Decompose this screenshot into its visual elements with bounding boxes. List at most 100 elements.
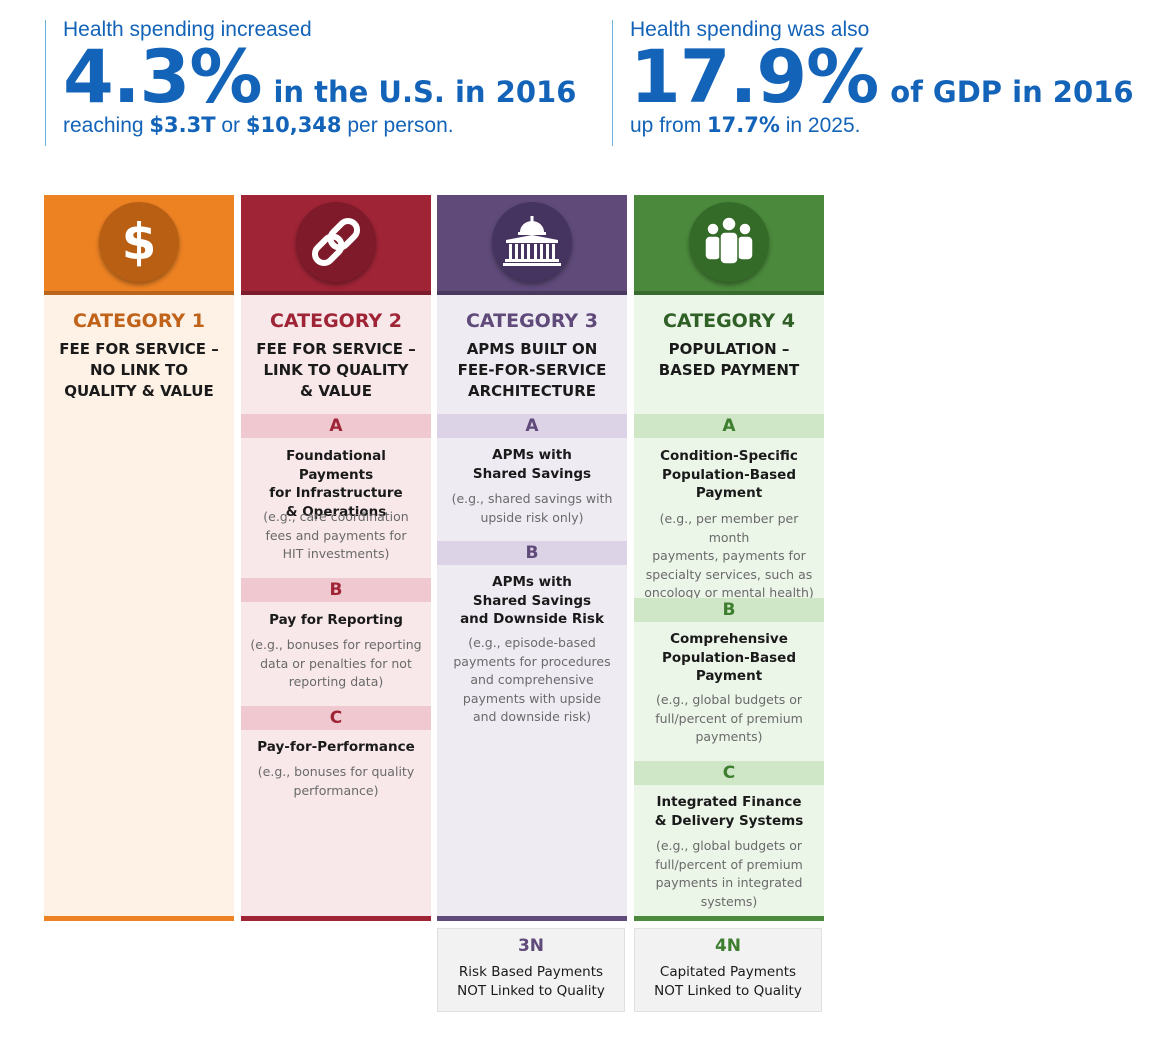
stat-headline: 4.3% in the U.S. in 2016 <box>63 39 603 117</box>
column-bottom-bar <box>634 916 824 921</box>
stat-big-number: 17.9% <box>630 35 879 120</box>
column-bottom-bar <box>44 916 234 921</box>
section-example-line: payments for procedures <box>453 653 611 669</box>
section-example: (e.g., bonuses for quality performance) <box>249 763 423 800</box>
subtitle-line: NO LINK TO <box>89 361 189 379</box>
section-title-line: Pay-for-Performance <box>257 739 415 755</box>
stat-intro: Health spending increased <box>63 18 312 41</box>
section-example-line: (e.g., bonuses for reporting <box>250 637 422 652</box>
section-example-line: reporting data) <box>288 674 384 689</box>
section-title: Comprehensive Population-Based Payment <box>642 630 816 686</box>
section-title-line: Integrated Finance <box>656 794 802 810</box>
stat-intro: Health spending was also <box>630 18 870 41</box>
section-example-line: oncology or mental health) <box>644 585 814 600</box>
chain-link-icon <box>296 202 376 282</box>
subtitle-line: QUALITY & VALUE <box>64 382 214 400</box>
section-example: (e.g., episode-based payments for proced… <box>445 634 619 727</box>
stat-detail-value-per-person: $10,348 <box>245 113 342 137</box>
section-example-line: and comprehensive <box>470 672 594 687</box>
stat-detail-prefix: up from <box>630 114 708 137</box>
section-title-line: Condition-Specific <box>660 448 798 464</box>
section-title-line: APMs with <box>492 447 572 463</box>
stat-detail-mid: or <box>215 114 246 137</box>
section-example: (e.g., global budgets or full/percent of… <box>642 691 816 747</box>
section-example-line: (e.g., global budgets or <box>655 692 803 707</box>
subtitle-line: FEE FOR SERVICE – <box>256 340 416 358</box>
section-example: (e.g., global budgets or full/percent of… <box>642 837 816 911</box>
footer-text-line: NOT Linked to Quality <box>457 982 605 999</box>
section-title-line: for Infrastructure <box>269 485 403 501</box>
svg-text:$: $ <box>122 213 157 271</box>
section-example-line: fees and payments for <box>265 527 407 543</box>
category-1-column: $ CATEGORY 1 FEE FOR SERVICE – NO LINK T… <box>44 195 234 922</box>
section-title: APMs with Shared Savings and Downside Ri… <box>445 573 619 629</box>
section-title-line: Payment <box>695 668 763 684</box>
section-example-line: specialty services, such as <box>645 566 813 582</box>
section-example-line: payments with upside <box>462 690 602 706</box>
stat-big-suffix: of GDP in 2016 <box>890 75 1134 109</box>
footer-text-line: Capitated Payments <box>659 964 797 980</box>
stat-big-number: 4.3% <box>63 35 262 120</box>
category-header <box>241 195 431 295</box>
category-body: CATEGORY 1 FEE FOR SERVICE – NO LINK TO … <box>44 295 234 916</box>
footer-text-line: Risk Based Payments <box>458 964 604 980</box>
section-title-line: Foundational Payments <box>286 448 386 483</box>
stat-detail-suffix: in 2025. <box>779 114 861 137</box>
section-example-line: (e.g., shared savings with <box>451 491 613 506</box>
stat-detail-suffix: per person. <box>341 114 454 137</box>
section-example-line: payments, payments for <box>652 548 806 563</box>
section-letter-band: B <box>241 578 431 602</box>
section-example-line: performance) <box>293 782 379 798</box>
section-title-line: Shared Savings <box>472 465 592 482</box>
subtitle-line: FEE-FOR-SERVICE <box>457 361 607 379</box>
category-body: CATEGORY 4 POPULATION – BASED PAYMENT A … <box>634 295 824 916</box>
category-2-column: CATEGORY 2 FEE FOR SERVICE – LINK TO QUA… <box>241 195 431 922</box>
section-letter-band: A <box>634 414 824 438</box>
stat-detail-prefix: reaching <box>63 114 150 137</box>
section-letter-band: C <box>634 761 824 785</box>
section-title-line: Comprehensive <box>670 631 788 647</box>
category-subtitle: FEE FOR SERVICE – NO LINK TO QUALITY & V… <box>49 339 229 402</box>
category-body: CATEGORY 3 APMS BUILT ON FEE-FOR-SERVICE… <box>437 295 627 916</box>
section-example: (e.g., per member per month payments, pa… <box>642 510 816 603</box>
people-group-icon <box>689 202 769 282</box>
footer-box-4n: 4N Capitated Payments NOT Linked to Qual… <box>634 928 822 1012</box>
section-title-line: Population-Based <box>661 649 796 666</box>
column-bottom-bar <box>241 916 431 921</box>
category-title: CATEGORY 4 <box>662 310 796 332</box>
section-title-line: Shared Savings <box>472 592 592 609</box>
section-title-line: Population-Based <box>661 466 796 483</box>
subtitle-line: LINK TO QUALITY <box>263 361 409 379</box>
section-example: (e.g., bonuses for reporting data or pen… <box>249 636 423 692</box>
section-letter-band: B <box>437 541 627 565</box>
stat-big-suffix: in the U.S. in 2016 <box>273 75 577 109</box>
stat-detail: reaching $3.3T or $10,348 per person. <box>63 113 603 138</box>
column-bottom-bar <box>437 916 627 921</box>
stat-detail-value-total: $3.3T <box>149 113 216 137</box>
section-letter-band: A <box>241 414 431 438</box>
stat-block-gdp-share: Health spending was also 17.9% of GDP in… <box>612 18 1170 146</box>
section-letter-band: B <box>634 598 824 622</box>
section-example-line: HIT investments) <box>282 546 390 561</box>
section-example-line: full/percent of premium <box>655 710 803 726</box>
stat-headline: 17.9% of GDP in 2016 <box>630 39 1170 117</box>
footer-code: 4N <box>714 936 742 956</box>
subtitle-line: APMS BUILT ON <box>466 340 598 358</box>
subtitle-line: BASED PAYMENT <box>658 361 800 379</box>
section-title-line: Pay for Reporting <box>269 612 403 628</box>
section-letter-band: C <box>241 706 431 730</box>
section-example-line: data or penalties for not <box>260 655 412 671</box>
footer-box-3n: 3N Risk Based Payments NOT Linked to Qua… <box>437 928 625 1012</box>
section-title: Pay-for-Performance <box>249 738 423 757</box>
footer-code: 3N <box>517 936 545 956</box>
category-title: CATEGORY 3 <box>465 310 599 332</box>
category-header <box>437 195 627 295</box>
section-example-line: (e.g., global budgets or <box>655 838 803 853</box>
section-example-line: payments) <box>695 729 763 744</box>
section-title-line: and Downside Risk <box>460 611 604 627</box>
section-example-line: (e.g., per member per month <box>659 511 799 545</box>
section-title-line: APMs with <box>492 574 572 590</box>
subtitle-line: ARCHITECTURE <box>468 382 596 400</box>
category-title: CATEGORY 1 <box>72 310 206 332</box>
category-subtitle: APMS BUILT ON FEE-FOR-SERVICE ARCHITECTU… <box>442 339 622 402</box>
